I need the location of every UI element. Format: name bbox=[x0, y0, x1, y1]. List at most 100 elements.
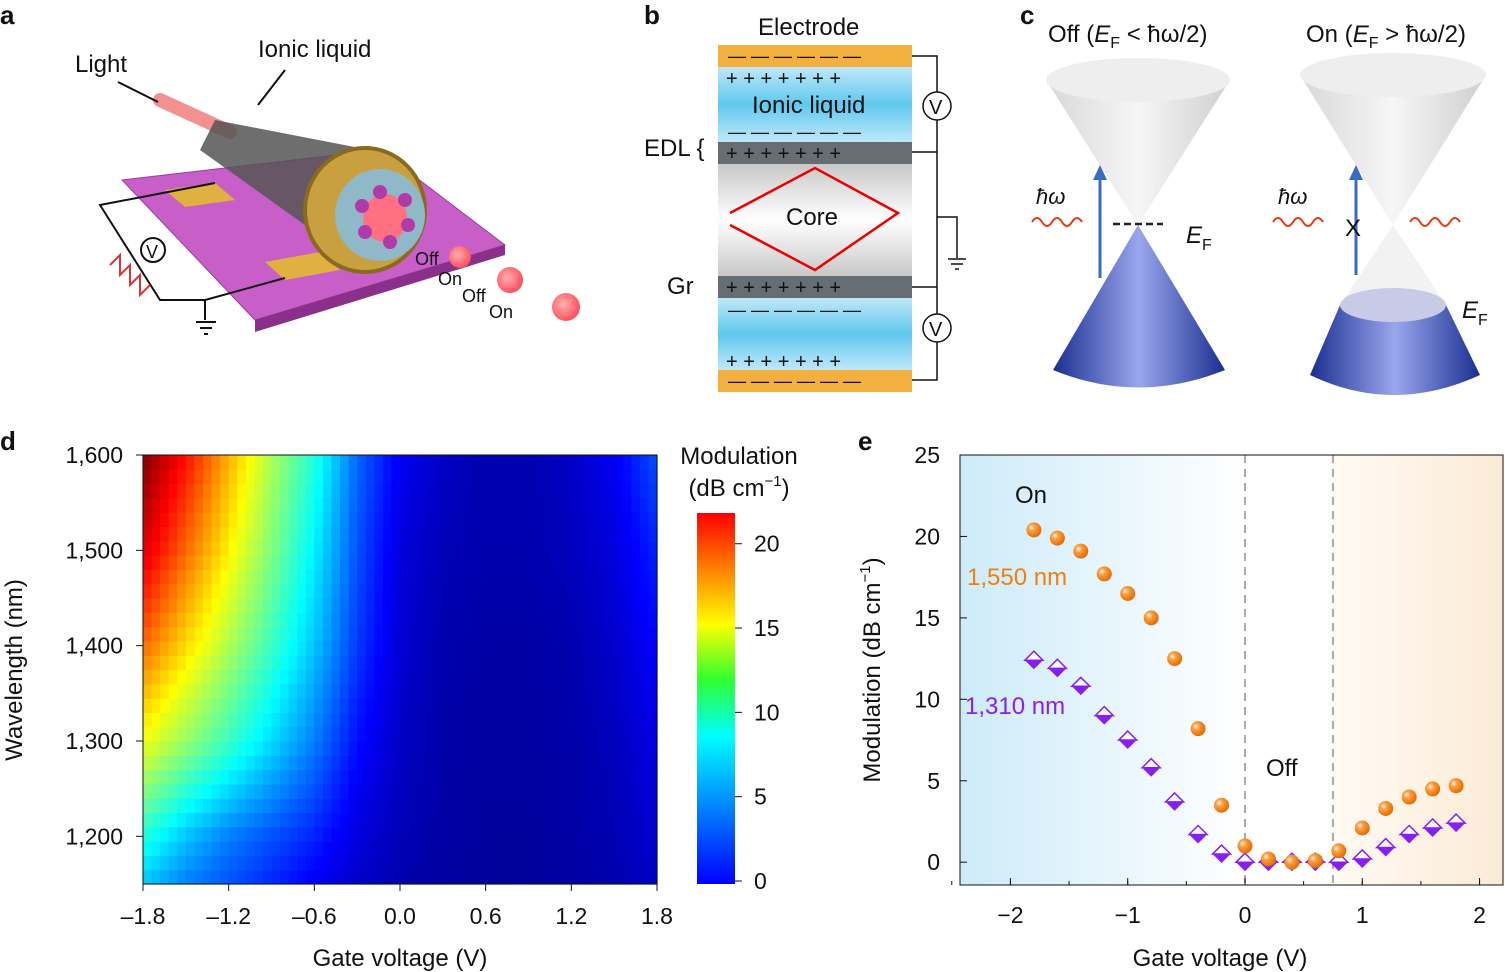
heatmap-cell bbox=[245, 598, 255, 613]
heatmap-cell bbox=[494, 526, 504, 542]
heatmap-cell bbox=[220, 469, 230, 485]
heatmap-cell bbox=[237, 812, 247, 828]
data-point-1310 bbox=[1398, 824, 1420, 844]
heatmap-cell bbox=[579, 741, 590, 756]
heatmap-cell bbox=[322, 655, 333, 671]
heatmap-cell bbox=[271, 540, 281, 556]
heatmap-cell bbox=[571, 769, 581, 785]
heatmap-cell bbox=[485, 826, 495, 842]
heatmap-cell bbox=[177, 755, 187, 771]
heatmap-cell bbox=[365, 469, 375, 485]
heatmap-cell bbox=[228, 755, 238, 771]
heatmap-cell bbox=[202, 598, 213, 613]
heatmap-cell bbox=[160, 598, 170, 613]
heatmap-cell bbox=[177, 683, 187, 699]
heatmap-cell bbox=[485, 483, 495, 499]
heatmap-cell bbox=[442, 769, 452, 785]
heatmap-cell bbox=[391, 741, 401, 756]
heatmap-cell bbox=[494, 712, 504, 728]
heatmap-cell bbox=[280, 612, 290, 628]
heatmap-cell bbox=[442, 640, 452, 656]
heatmap-cell bbox=[528, 669, 538, 685]
heatmap-cell bbox=[340, 655, 350, 671]
heatmap-cell bbox=[554, 540, 564, 556]
heatmap-cell bbox=[562, 826, 572, 842]
heatmap-cell bbox=[143, 826, 153, 842]
heatmap-cell bbox=[237, 855, 247, 871]
heatmap-cell bbox=[288, 669, 298, 685]
heatmap-cell bbox=[143, 583, 153, 599]
heatmap-cell bbox=[374, 612, 384, 628]
heatmap-cell bbox=[562, 726, 572, 742]
heatmap-cell bbox=[382, 640, 393, 656]
heatmap-cell bbox=[202, 712, 213, 728]
heatmap-cell bbox=[271, 741, 281, 756]
heatmap-cell bbox=[511, 640, 521, 656]
heatmap-cell bbox=[400, 612, 410, 628]
heatmap-cell bbox=[537, 726, 547, 742]
heatmap-cell bbox=[271, 612, 281, 628]
heatmap-cell bbox=[485, 869, 495, 885]
heatmap-cell bbox=[648, 655, 658, 671]
heatmap-cell bbox=[588, 583, 598, 599]
heatmap-cell bbox=[605, 841, 615, 856]
heatmap-cell bbox=[468, 540, 478, 556]
heatmap-cell bbox=[485, 555, 495, 570]
heatmap-cell bbox=[331, 669, 341, 685]
heatmap-cell bbox=[545, 826, 555, 842]
heatmap-cell bbox=[485, 841, 495, 856]
heatmap-cell bbox=[280, 855, 290, 871]
heatmap-cell bbox=[485, 741, 495, 756]
heatmap-cell bbox=[554, 855, 564, 871]
heatmap-cell bbox=[434, 869, 444, 885]
heatmap-cell bbox=[211, 512, 221, 528]
heatmap-cell bbox=[511, 841, 521, 856]
heatmap-cell bbox=[485, 540, 495, 556]
heatmap-cell bbox=[528, 583, 538, 599]
region-label-on: On bbox=[1015, 482, 1047, 509]
heatmap-cell bbox=[382, 469, 393, 485]
heatmap-cell bbox=[485, 512, 495, 528]
heatmap-cell bbox=[211, 741, 221, 756]
heatmap-cell bbox=[168, 512, 178, 528]
conduction-band-cone bbox=[1046, 65, 1230, 225]
heatmap-cell bbox=[280, 526, 290, 542]
heatmap-cell bbox=[160, 469, 170, 485]
heatmap-cell bbox=[648, 540, 658, 556]
heatmap-cell bbox=[194, 812, 204, 828]
heatmap-cell bbox=[185, 841, 195, 856]
panel-c: c Off (EF < ħω/2) On (EF > ħω/2) ħω EF X… bbox=[1020, 0, 1488, 395]
heatmap-cell bbox=[537, 512, 547, 528]
heatmap-cell bbox=[297, 726, 307, 742]
panel-letter-c: c bbox=[1020, 0, 1034, 30]
heatmap-cell bbox=[322, 640, 333, 656]
heatmap-cell bbox=[400, 483, 410, 499]
x-tick-label-e: 2 bbox=[1473, 902, 1486, 928]
heatmap-cell bbox=[340, 669, 350, 685]
heatmap-cell bbox=[571, 640, 581, 656]
heatmap-cell bbox=[579, 669, 590, 685]
cone-top bbox=[1046, 58, 1230, 102]
heatmap-cell bbox=[391, 855, 401, 871]
heatmap-cell bbox=[459, 583, 470, 599]
heatmap-cell bbox=[408, 526, 418, 542]
heatmap-cell bbox=[631, 497, 641, 513]
heatmap-cell bbox=[194, 826, 204, 842]
heatmap-cell bbox=[442, 812, 452, 828]
heatmap-cell bbox=[494, 669, 504, 685]
heatmap-cell bbox=[297, 855, 307, 871]
heatmap-cell bbox=[588, 497, 598, 513]
heatmap-cell bbox=[468, 783, 478, 799]
heatmap-cell bbox=[511, 583, 521, 599]
heatmap-cell bbox=[271, 826, 281, 842]
heatmap-cell bbox=[417, 497, 427, 513]
diamond-bottom bbox=[1118, 740, 1137, 750]
heatmap-cell bbox=[502, 512, 512, 528]
heatmap-cell bbox=[194, 640, 204, 656]
heatmap-cell bbox=[485, 455, 495, 470]
diamond-bottom bbox=[1329, 862, 1348, 872]
heatmap-cell bbox=[365, 583, 375, 599]
heatmap-cell bbox=[280, 869, 290, 885]
heatmap-cell bbox=[357, 655, 367, 671]
graphene-top bbox=[718, 142, 912, 164]
